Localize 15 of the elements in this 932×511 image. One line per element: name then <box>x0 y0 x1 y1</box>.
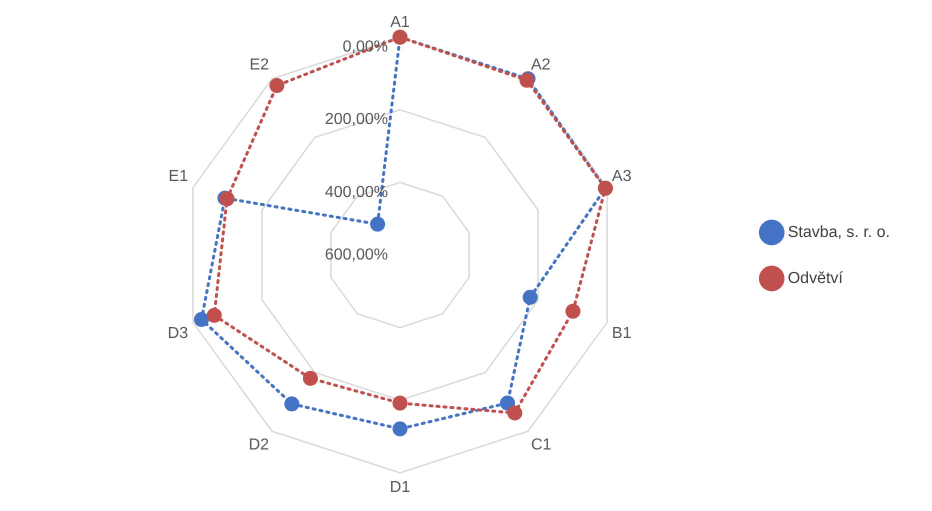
y-tick-label: 600,00% <box>324 246 388 264</box>
spoke-label: A1 <box>390 14 410 32</box>
legend-label: Stavba, s. r. o. <box>788 224 890 241</box>
spoke-label: D3 <box>168 324 188 342</box>
spoke-label: B1 <box>612 324 632 342</box>
spoke-label: D1 <box>390 478 410 496</box>
spoke-label: E1 <box>168 168 188 185</box>
y-tick-label: 400,00% <box>324 184 388 201</box>
spoke-label: E2 <box>249 56 270 74</box>
spoke-label: C1 <box>530 436 552 454</box>
spoke-label: D2 <box>248 436 270 454</box>
y-tick-label: 200,00% <box>324 111 388 128</box>
spoke-label: A2 <box>530 56 551 74</box>
spoke-label: A3 <box>612 168 632 185</box>
legend-label: Odvětví <box>788 270 844 287</box>
